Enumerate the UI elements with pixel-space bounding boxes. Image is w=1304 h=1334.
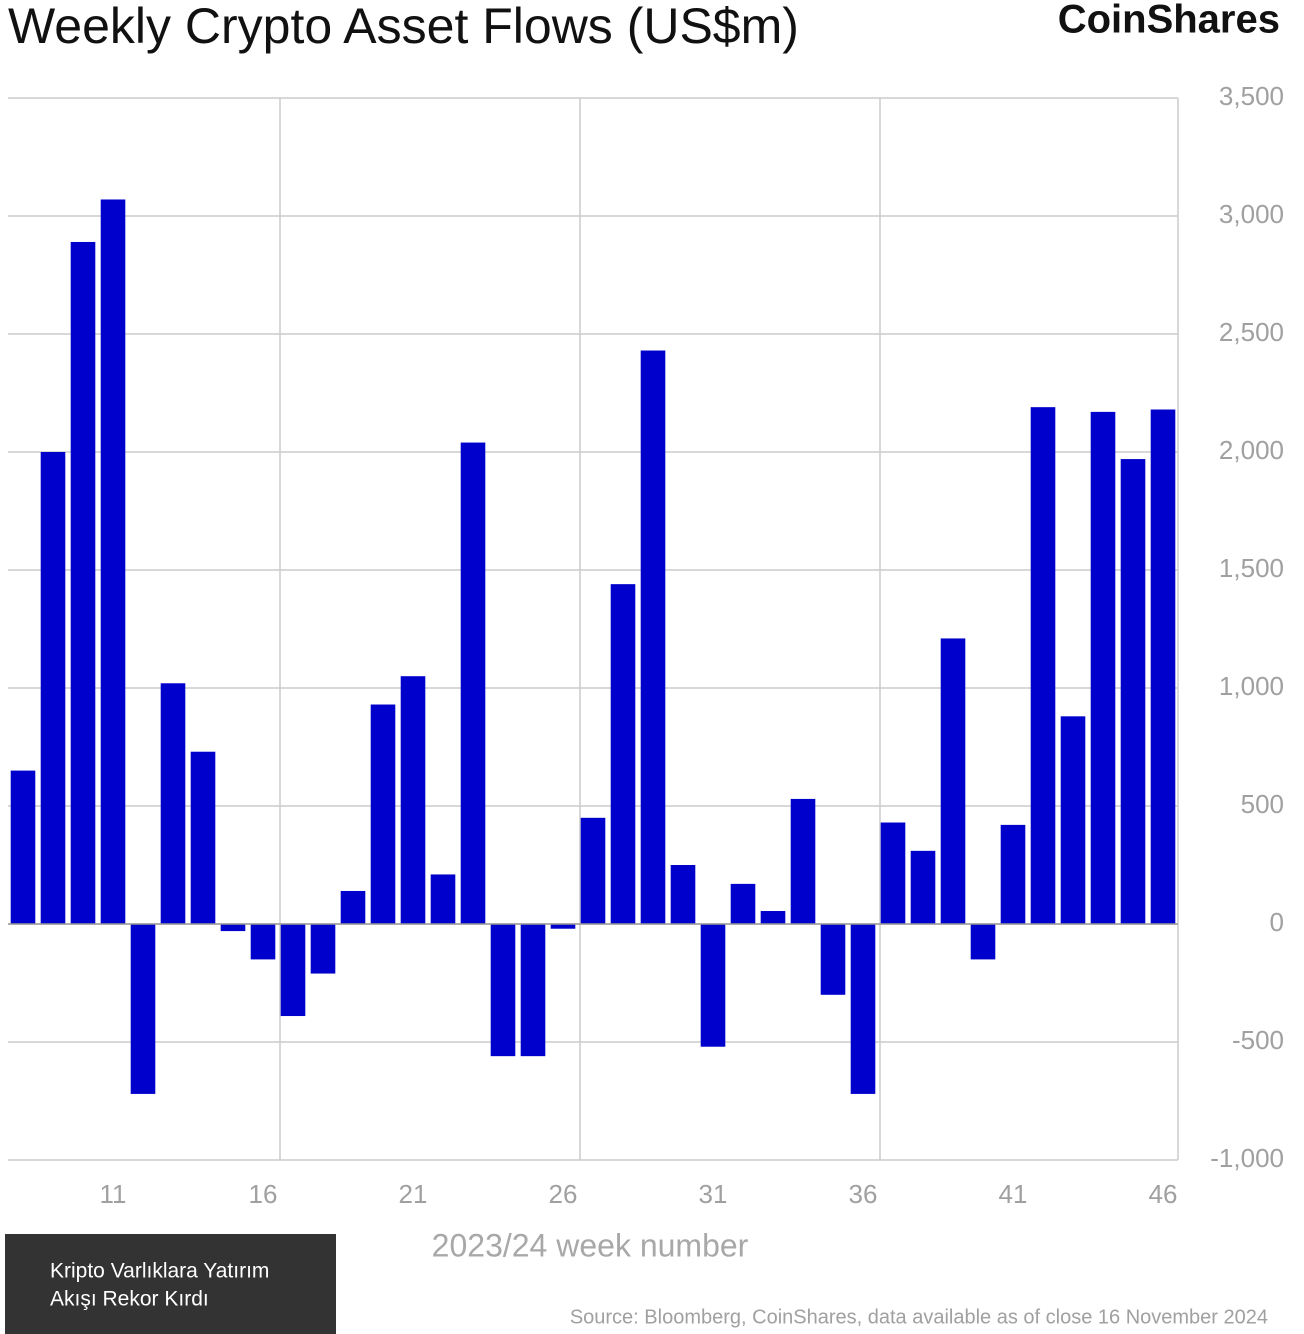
- source-note: Source: Bloomberg, CoinShares, data avai…: [570, 1306, 1268, 1328]
- bar: [520, 924, 546, 1057]
- x-tick-label: 16: [249, 1179, 278, 1209]
- bar: [820, 924, 846, 995]
- bar: [850, 924, 876, 1094]
- bar: [280, 924, 306, 1017]
- chart-title: Weekly Crypto Asset Flows (US$m): [8, 0, 799, 54]
- bar: [640, 350, 666, 924]
- x-axis-title: 2023/24 week number: [432, 1227, 749, 1263]
- bar: [430, 874, 456, 924]
- bar: [1060, 716, 1086, 924]
- caption-line: Akışı Rekor Kırdı: [50, 1288, 209, 1311]
- bar: [310, 924, 336, 974]
- bar: [1000, 824, 1026, 924]
- bar: [40, 452, 66, 924]
- bar: [250, 924, 276, 960]
- bar: [940, 638, 966, 924]
- brand-logo: CoinShares: [1058, 0, 1280, 42]
- bar: [700, 924, 726, 1047]
- y-tick-label: -500: [1232, 1025, 1284, 1055]
- bar: [880, 822, 906, 924]
- bar: [340, 890, 366, 924]
- bar: [220, 924, 246, 932]
- bar: [400, 676, 426, 924]
- bar: [1090, 411, 1116, 924]
- bar: [1150, 409, 1176, 924]
- bar: [460, 442, 486, 924]
- bar: [100, 199, 126, 925]
- y-tick-label: 2,500: [1219, 317, 1284, 347]
- bar: [370, 704, 396, 924]
- y-tick-label: 1,000: [1219, 671, 1284, 701]
- bar: [910, 850, 936, 924]
- x-tick-label: 31: [699, 1179, 728, 1209]
- bar: [730, 883, 756, 924]
- x-tick-label: 21: [399, 1179, 428, 1209]
- bar: [1120, 459, 1146, 924]
- x-tick-label: 41: [999, 1179, 1028, 1209]
- vertical-grid: [279, 98, 1179, 1160]
- y-tick-label: 0: [1270, 907, 1284, 937]
- x-tick-label: 26: [549, 1179, 578, 1209]
- x-tick-label: 36: [849, 1179, 878, 1209]
- bar: [10, 770, 36, 924]
- y-tick-label: 500: [1241, 789, 1284, 819]
- bar: [610, 584, 636, 924]
- y-tick-label: 3,500: [1219, 81, 1284, 111]
- bar: [760, 911, 786, 924]
- y-tick-label: -1,000: [1210, 1143, 1284, 1173]
- bar: [550, 924, 576, 929]
- x-tick-label: 11: [100, 1179, 127, 1209]
- y-tick-label: 3,000: [1219, 199, 1284, 229]
- bar: [160, 683, 186, 924]
- bar: [490, 924, 516, 1057]
- bar: [790, 798, 816, 924]
- bar: [190, 751, 216, 924]
- bar: [670, 865, 696, 924]
- x-tick-label: 46: [1149, 1179, 1178, 1209]
- caption-line: Kripto Varlıklara Yatırım: [50, 1260, 269, 1283]
- y-tick-label: 2,000: [1219, 435, 1284, 465]
- bar: [580, 817, 606, 924]
- bar: [970, 924, 996, 960]
- bar: [130, 924, 156, 1094]
- caption-box: [5, 1234, 336, 1334]
- bar: [1030, 407, 1056, 924]
- bar: [70, 241, 96, 924]
- y-tick-label: 1,500: [1219, 553, 1284, 583]
